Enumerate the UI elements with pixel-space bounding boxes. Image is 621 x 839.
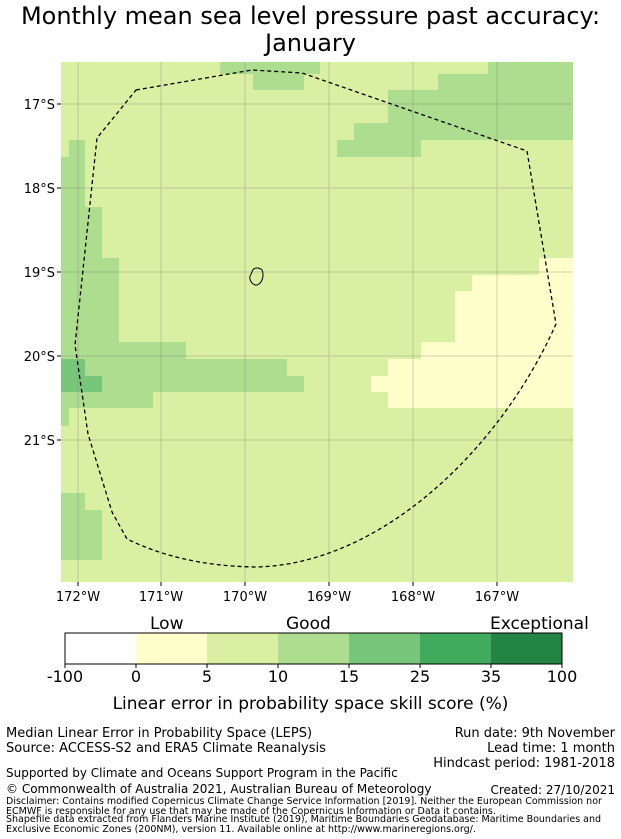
cell-goodplus [488,62,573,74]
lon-label: 168°W [391,590,435,605]
cell-goodplus [61,342,186,359]
cell-low [388,392,573,408]
colorbar-segment [278,633,349,664]
lat-label: 18°S [24,182,55,197]
colorbar-segment [207,633,278,664]
method-text: Median Linear Error in Probability Space… [6,726,313,741]
cell-goodplus [61,157,85,207]
lat-label: 19°S [24,266,55,281]
cell-goodplus [61,359,287,376]
copyright-text: © Commonwealth of Australia 2021, Austra… [6,782,432,796]
lat-labels: 17°S 18°S 19°S 20°S 21°S [24,98,55,449]
chart-title-line2: January [265,29,356,57]
cell-low [472,275,573,291]
cell-verygood [85,376,102,392]
lat-label: 17°S [24,98,55,113]
lat-label: 21°S [24,434,55,449]
cell-goodplus [253,74,304,90]
hindcast-period: Hindcast period: 1981-2018 [433,756,615,771]
colorbar-label-good: Good [286,614,331,634]
cell-low [371,376,573,392]
niue-island [249,267,264,286]
chart-title-line1: Monthly mean sea level pressure past acc… [20,2,601,30]
cell-low [455,291,573,342]
lon-label: 170°W [223,590,267,605]
cell-goodplus [438,74,573,90]
cell-goodplus [61,392,153,408]
colorbar-tick-label: 5 [201,667,213,686]
lon-label: 172°W [56,590,100,605]
lat-ticks [57,103,61,441]
created-date: Created: 27/10/2021 [490,783,615,797]
cell-goodplus [61,207,102,258]
lon-labels: 172°W 171°W 170°W 169°W 168°W 167°W [56,590,519,605]
colorbar-title: Linear error in probability space skill … [112,694,509,714]
colorbar-tick-label: 15 [338,667,360,686]
cell-goodplus [61,493,85,510]
lon-label: 171°W [139,590,183,605]
cell-goodplus [69,140,85,157]
colorbar-segment [420,633,491,664]
colorbar [64,632,563,668]
cell-goodplus [61,510,102,560]
colorbar-tick-label: 25 [409,667,431,686]
colorbar-segment [136,633,207,664]
cell-goodplus [337,140,421,157]
colorbar-segment [65,633,136,664]
cell-goodplus [61,408,69,426]
colorbar-tick-label: 0 [130,667,142,686]
cell-low [539,258,573,275]
cell-verygood [61,359,85,392]
colorbar-tick-label: 100 [546,667,578,686]
colorbar-tick-label: 35 [480,667,502,686]
lead-time: Lead time: 1 month [487,741,615,756]
colorbar-tick-label: 10 [267,667,289,686]
eez-boundary [74,69,557,568]
cell-goodplus [354,123,573,140]
colorbar-segment [491,633,562,664]
colorbar-tick-label: -100 [46,667,84,686]
gridlines [61,62,573,582]
lat-label: 20°S [24,350,55,365]
shapefile-line2: Exclusive Economic Zones (200NM), versio… [6,824,476,835]
run-date: Run date: 9th November [454,726,615,741]
disclaimer-line2: ECMWF is responsible for any use that ma… [6,806,496,817]
cell-goodplus [61,258,119,342]
colorbar-label-exceptional: Exceptional [490,614,589,634]
cell-goodplus [220,62,320,74]
disclaimer-line1: Disclaimer: Contains modified Copernicus… [6,796,602,807]
source-text: Source: ACCESS-S2 and ERA5 Climate Reana… [6,741,326,756]
lon-label: 167°W [475,590,519,605]
colorbar-segment [349,633,420,664]
cell-low [388,359,573,376]
colorbar-label-low: Low [150,614,184,634]
cell-goodplus [61,376,304,392]
cell-goodplus [388,90,573,123]
shapefile-line1: Shapefile data extracted from Flanders M… [6,814,602,825]
lon-ticks [77,582,498,586]
support-text: Supported by Climate and Oceans Support … [6,766,398,780]
lon-label: 169°W [307,590,351,605]
colorbar-frame [64,632,563,665]
